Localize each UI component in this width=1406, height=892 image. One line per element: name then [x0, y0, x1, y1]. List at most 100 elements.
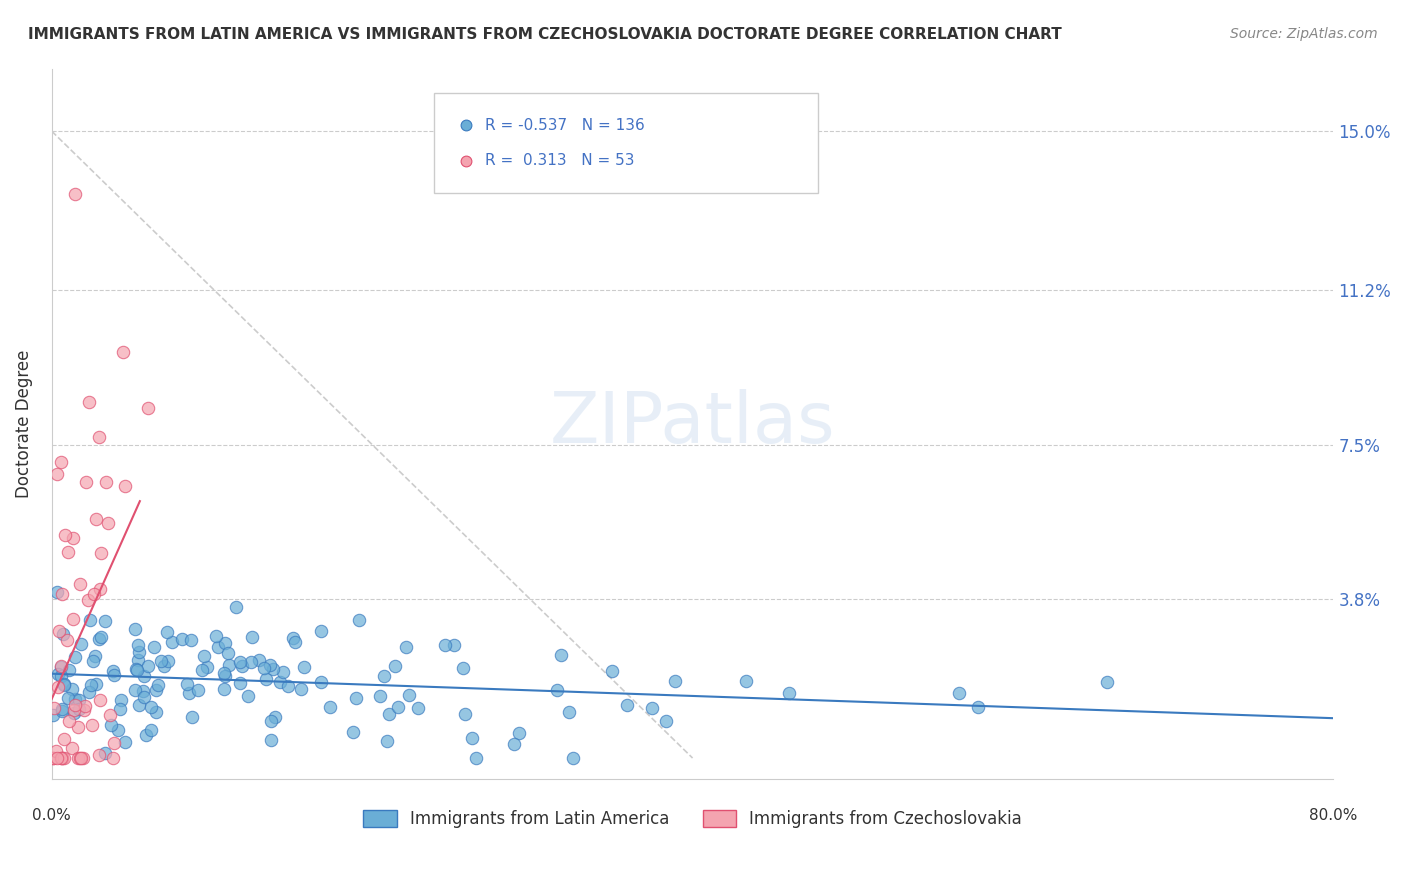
Text: R = -0.537   N = 136: R = -0.537 N = 136 — [485, 118, 645, 133]
Point — [60, 740, 83, 755]
Point — [284, 635, 307, 649]
Point — [142, 640, 165, 654]
Point — [69, 637, 91, 651]
Point — [62, 531, 84, 545]
Point — [51, 751, 73, 765]
Point — [461, 731, 484, 746]
Point — [62, 612, 84, 626]
Point — [127, 652, 149, 666]
Point — [98, 707, 121, 722]
Point — [60, 681, 83, 696]
Text: R =  0.313   N = 53: R = 0.313 N = 53 — [485, 153, 634, 169]
Point — [228, 676, 250, 690]
Point — [128, 645, 150, 659]
Point — [347, 613, 370, 627]
Point — [49, 669, 72, 683]
Point — [346, 691, 368, 706]
Point — [145, 682, 167, 697]
Point — [309, 674, 332, 689]
Point — [342, 724, 364, 739]
Point — [451, 661, 474, 675]
Point — [231, 659, 253, 673]
Point — [70, 751, 93, 765]
Point — [84, 648, 107, 663]
Point — [443, 639, 465, 653]
Point — [259, 714, 281, 728]
Point — [373, 669, 395, 683]
Point — [52, 751, 75, 765]
Point — [187, 683, 209, 698]
Point — [195, 660, 218, 674]
Point — [127, 638, 149, 652]
Point — [110, 693, 132, 707]
Point — [51, 704, 73, 718]
Point — [97, 516, 120, 531]
Point — [49, 659, 72, 673]
Point — [406, 701, 429, 715]
Point — [82, 718, 104, 732]
Point — [77, 685, 100, 699]
Point — [58, 714, 80, 729]
Point — [616, 698, 638, 712]
Point — [52, 678, 75, 692]
Point — [454, 707, 477, 722]
Point — [53, 677, 76, 691]
Point — [124, 683, 146, 698]
Point — [134, 669, 156, 683]
Point — [103, 667, 125, 681]
Point — [193, 648, 215, 663]
Point — [153, 659, 176, 673]
Point — [141, 723, 163, 737]
Point — [212, 681, 235, 696]
Point — [778, 686, 800, 700]
Point — [45, 743, 67, 757]
Point — [89, 582, 111, 596]
Point — [66, 751, 89, 765]
Point — [51, 751, 73, 765]
Point — [398, 689, 420, 703]
Point — [239, 656, 262, 670]
Point — [277, 679, 299, 693]
Point — [180, 710, 202, 724]
Point — [240, 631, 263, 645]
Point — [217, 646, 239, 660]
Point — [67, 702, 90, 716]
Point — [228, 655, 250, 669]
Point — [51, 751, 73, 765]
Legend: Immigrants from Latin America, Immigrants from Czechoslovakia: Immigrants from Latin America, Immigrant… — [357, 803, 1029, 835]
Point — [86, 512, 108, 526]
Point — [128, 698, 150, 713]
Point — [124, 623, 146, 637]
Point — [180, 632, 202, 647]
Point — [145, 705, 167, 719]
Text: ZIPatlas: ZIPatlas — [550, 389, 835, 458]
Point — [87, 632, 110, 647]
Point — [734, 674, 756, 689]
Y-axis label: Doctorate Degree: Doctorate Degree — [15, 350, 32, 498]
Point — [67, 720, 90, 734]
Point — [51, 659, 73, 673]
Point — [641, 700, 664, 714]
Point — [387, 700, 409, 714]
Point — [146, 677, 169, 691]
Point — [53, 731, 76, 746]
Point — [176, 677, 198, 691]
FancyBboxPatch shape — [433, 94, 818, 193]
Point — [214, 636, 236, 650]
Point — [207, 640, 229, 654]
Point — [69, 751, 91, 765]
Point — [111, 344, 134, 359]
Point — [967, 700, 990, 714]
Point — [368, 689, 391, 703]
Point — [94, 475, 117, 489]
Point — [558, 705, 581, 719]
Point — [205, 629, 228, 643]
Point — [69, 577, 91, 591]
Point — [90, 631, 112, 645]
Point — [654, 714, 676, 729]
Point — [271, 665, 294, 680]
Point — [170, 632, 193, 647]
Point — [101, 751, 124, 765]
Point — [53, 528, 76, 542]
Point — [464, 751, 486, 765]
